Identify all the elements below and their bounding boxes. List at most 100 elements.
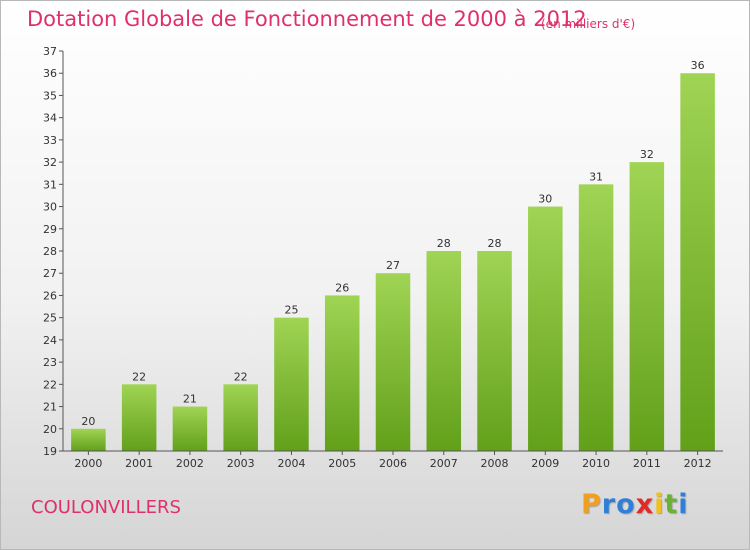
x-tick-label: 2008 (481, 457, 509, 470)
y-tick-label: 28 (43, 245, 57, 258)
x-tick-label: 2004 (277, 457, 305, 470)
y-tick-label: 33 (43, 134, 57, 147)
bar (172, 406, 208, 451)
chart-title: Dotation Globale de Fonctionnement de 20… (27, 7, 587, 31)
y-tick: 23 (43, 356, 63, 369)
y-tick: 20 (43, 423, 63, 436)
y-tick-label: 25 (43, 312, 57, 325)
bar-value-label: 20 (81, 415, 95, 428)
x-tick: 2005 (328, 451, 356, 470)
y-tick: 30 (43, 201, 63, 214)
bar-value-label: 31 (589, 170, 603, 183)
y-tick-label: 21 (43, 401, 57, 414)
bar-value-label: 22 (132, 370, 146, 383)
y-tick: 35 (43, 89, 63, 102)
x-tick-label: 2011 (633, 457, 661, 470)
x-tick-label: 2000 (74, 457, 102, 470)
y-tick-label: 32 (43, 156, 57, 169)
bar-value-label: 26 (335, 281, 349, 294)
y-tick: 36 (43, 67, 63, 80)
y-tick-label: 20 (43, 423, 57, 436)
y-tick-label: 22 (43, 378, 57, 391)
y-tick-label: 34 (43, 112, 57, 125)
y-tick-label: 23 (43, 356, 57, 369)
x-tick: 2011 (633, 451, 661, 470)
x-tick-label: 2005 (328, 457, 356, 470)
x-tick: 2010 (582, 451, 610, 470)
bar (274, 317, 309, 451)
bar-value-label: 22 (234, 370, 248, 383)
bar-value-label: 36 (691, 59, 705, 72)
x-tick-label: 2009 (531, 457, 559, 470)
y-tick: 25 (43, 312, 63, 325)
y-tick: 29 (43, 223, 63, 236)
x-tick: 2002 (176, 451, 204, 470)
y-tick: 37 (43, 45, 63, 58)
y-tick-label: 29 (43, 223, 57, 236)
bar (629, 162, 665, 451)
y-tick: 26 (43, 289, 63, 302)
y-tick-label: 26 (43, 289, 57, 302)
y-tick: 34 (43, 112, 63, 125)
y-tick-label: 27 (43, 267, 57, 280)
x-tick: 2007 (430, 451, 458, 470)
y-tick: 33 (43, 134, 63, 147)
x-tick: 2009 (531, 451, 559, 470)
y-tick: 31 (43, 178, 63, 191)
chart-subtitle: (en milliers d'€) (541, 17, 636, 31)
logo-letter: o (616, 489, 636, 520)
y-tick-label: 37 (43, 45, 57, 58)
bar-value-label: 28 (437, 237, 451, 250)
y-tick-label: 19 (43, 445, 57, 458)
y-tick-label: 24 (43, 334, 57, 347)
bar (121, 384, 157, 451)
x-tick: 2006 (379, 451, 407, 470)
y-tick-label: 30 (43, 201, 57, 214)
bar (324, 295, 360, 451)
y-tick: 22 (43, 378, 63, 391)
y-tick: 19 (43, 445, 63, 458)
bar (477, 251, 512, 451)
y-tick-label: 31 (43, 178, 57, 191)
bar (223, 384, 258, 451)
x-tick: 2003 (227, 451, 255, 470)
y-tick: 32 (43, 156, 63, 169)
x-tick: 2004 (277, 451, 305, 470)
bar (528, 206, 563, 451)
y-tick-label: 36 (43, 67, 57, 80)
logo-letter: r (601, 489, 617, 520)
x-tick-label: 2012 (684, 457, 712, 470)
x-tick-label: 2007 (430, 457, 458, 470)
x-tick-label: 2003 (227, 457, 255, 470)
bar-value-label: 21 (183, 393, 197, 406)
y-tick: 21 (43, 401, 63, 414)
bar-value-label: 32 (640, 148, 654, 161)
logo-letter: i (678, 489, 689, 520)
bar (578, 184, 614, 452)
logo-letter: P (581, 489, 602, 520)
proxiti-logo: Proxiti (581, 489, 689, 520)
bar (375, 273, 411, 451)
bar (680, 73, 715, 451)
bar (426, 251, 462, 451)
logo-letter: t (664, 489, 679, 520)
x-tick-label: 2002 (176, 457, 204, 470)
y-tick: 24 (43, 334, 63, 347)
bar-value-label: 30 (538, 193, 552, 206)
x-tick-label: 2010 (582, 457, 610, 470)
y-tick: 28 (43, 245, 63, 258)
x-tick: 2000 (74, 451, 102, 470)
logo-letter: x (635, 489, 655, 520)
bar-value-label: 25 (284, 304, 298, 317)
logo-letter: i (654, 489, 665, 520)
x-tick-label: 2001 (125, 457, 153, 470)
y-tick-label: 35 (43, 89, 57, 102)
place-name: COULONVILLERS (31, 497, 181, 518)
x-tick-label: 2006 (379, 457, 407, 470)
y-tick: 27 (43, 267, 63, 280)
x-tick: 2012 (684, 451, 712, 470)
x-tick: 2008 (481, 451, 509, 470)
bar (71, 428, 106, 451)
